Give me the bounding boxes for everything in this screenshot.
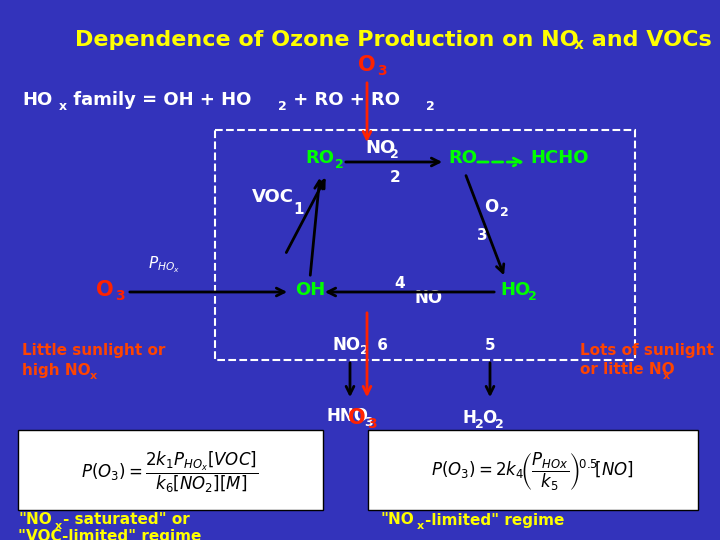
Text: and VOCs: and VOCs — [584, 30, 712, 50]
Text: x: x — [663, 371, 670, 381]
Text: x: x — [55, 521, 62, 531]
Text: O: O — [482, 409, 496, 427]
Text: 6: 6 — [372, 338, 388, 353]
Text: x: x — [59, 99, 67, 112]
Text: 1: 1 — [294, 202, 305, 218]
Text: OH: OH — [295, 281, 325, 299]
Text: "VOC-limited" regime: "VOC-limited" regime — [18, 529, 202, 540]
Text: 3: 3 — [364, 415, 373, 429]
Text: x: x — [574, 37, 584, 52]
Text: H: H — [462, 409, 476, 427]
Text: 2: 2 — [278, 99, 287, 112]
Text: 3: 3 — [477, 227, 487, 242]
Text: $P(O_3) = 2k_4\!\left(\dfrac{P_{HOx}}{k_5}\right)^{\!0.5}\![NO]$: $P(O_3) = 2k_4\!\left(\dfrac{P_{HOx}}{k_… — [431, 451, 634, 493]
Text: "NO: "NO — [380, 512, 414, 528]
Text: Dependence of Ozone Production on NO: Dependence of Ozone Production on NO — [75, 30, 579, 50]
Text: 4: 4 — [395, 275, 405, 291]
Bar — [368, 430, 698, 510]
Text: $P_{HO_x}$: $P_{HO_x}$ — [148, 255, 180, 275]
Text: family = OH + HO: family = OH + HO — [67, 91, 251, 109]
Text: 3: 3 — [377, 64, 387, 78]
Text: - saturated" or: - saturated" or — [63, 512, 190, 528]
Text: RO: RO — [448, 149, 477, 167]
Text: $P(O_3) = \dfrac{2k_1 P_{HO_x}[VOC]}{k_6[NO_2][M]}$: $P(O_3) = \dfrac{2k_1 P_{HO_x}[VOC]}{k_6… — [81, 449, 258, 495]
Text: O: O — [348, 408, 366, 428]
Text: -limited" regime: -limited" regime — [425, 512, 564, 528]
Text: VOC: VOC — [252, 188, 294, 206]
Text: HCHO: HCHO — [530, 149, 588, 167]
Text: 2: 2 — [390, 148, 399, 161]
Text: + RO + RO: + RO + RO — [287, 91, 400, 109]
Text: 2: 2 — [426, 99, 435, 112]
Text: RO: RO — [305, 149, 334, 167]
Text: "NO: "NO — [18, 512, 52, 528]
Bar — [215, 130, 635, 360]
Text: HNO: HNO — [326, 407, 368, 425]
Text: 2: 2 — [360, 345, 369, 357]
Text: NO: NO — [415, 289, 443, 307]
Text: 2: 2 — [500, 206, 509, 219]
Text: O: O — [484, 198, 498, 216]
Text: Little sunlight or: Little sunlight or — [22, 342, 166, 357]
Text: NO: NO — [365, 139, 395, 157]
Text: Lots of sunlight: Lots of sunlight — [580, 342, 714, 357]
Text: 2: 2 — [335, 158, 343, 171]
Text: O: O — [358, 55, 376, 75]
Bar — [18, 430, 323, 510]
Text: x: x — [417, 521, 424, 531]
Text: O: O — [96, 280, 114, 300]
Text: 5: 5 — [485, 338, 495, 353]
Text: 2: 2 — [390, 171, 400, 186]
Text: HO: HO — [22, 91, 53, 109]
Text: 3: 3 — [367, 417, 377, 431]
Text: 2: 2 — [528, 289, 536, 302]
Text: 2: 2 — [495, 417, 504, 430]
Text: x: x — [90, 371, 97, 381]
Text: 3: 3 — [115, 289, 125, 303]
Text: or little NO: or little NO — [580, 362, 675, 377]
Text: high NO: high NO — [22, 362, 91, 377]
Text: 2: 2 — [475, 417, 484, 430]
Text: NO: NO — [333, 336, 361, 354]
Text: HO: HO — [500, 281, 530, 299]
